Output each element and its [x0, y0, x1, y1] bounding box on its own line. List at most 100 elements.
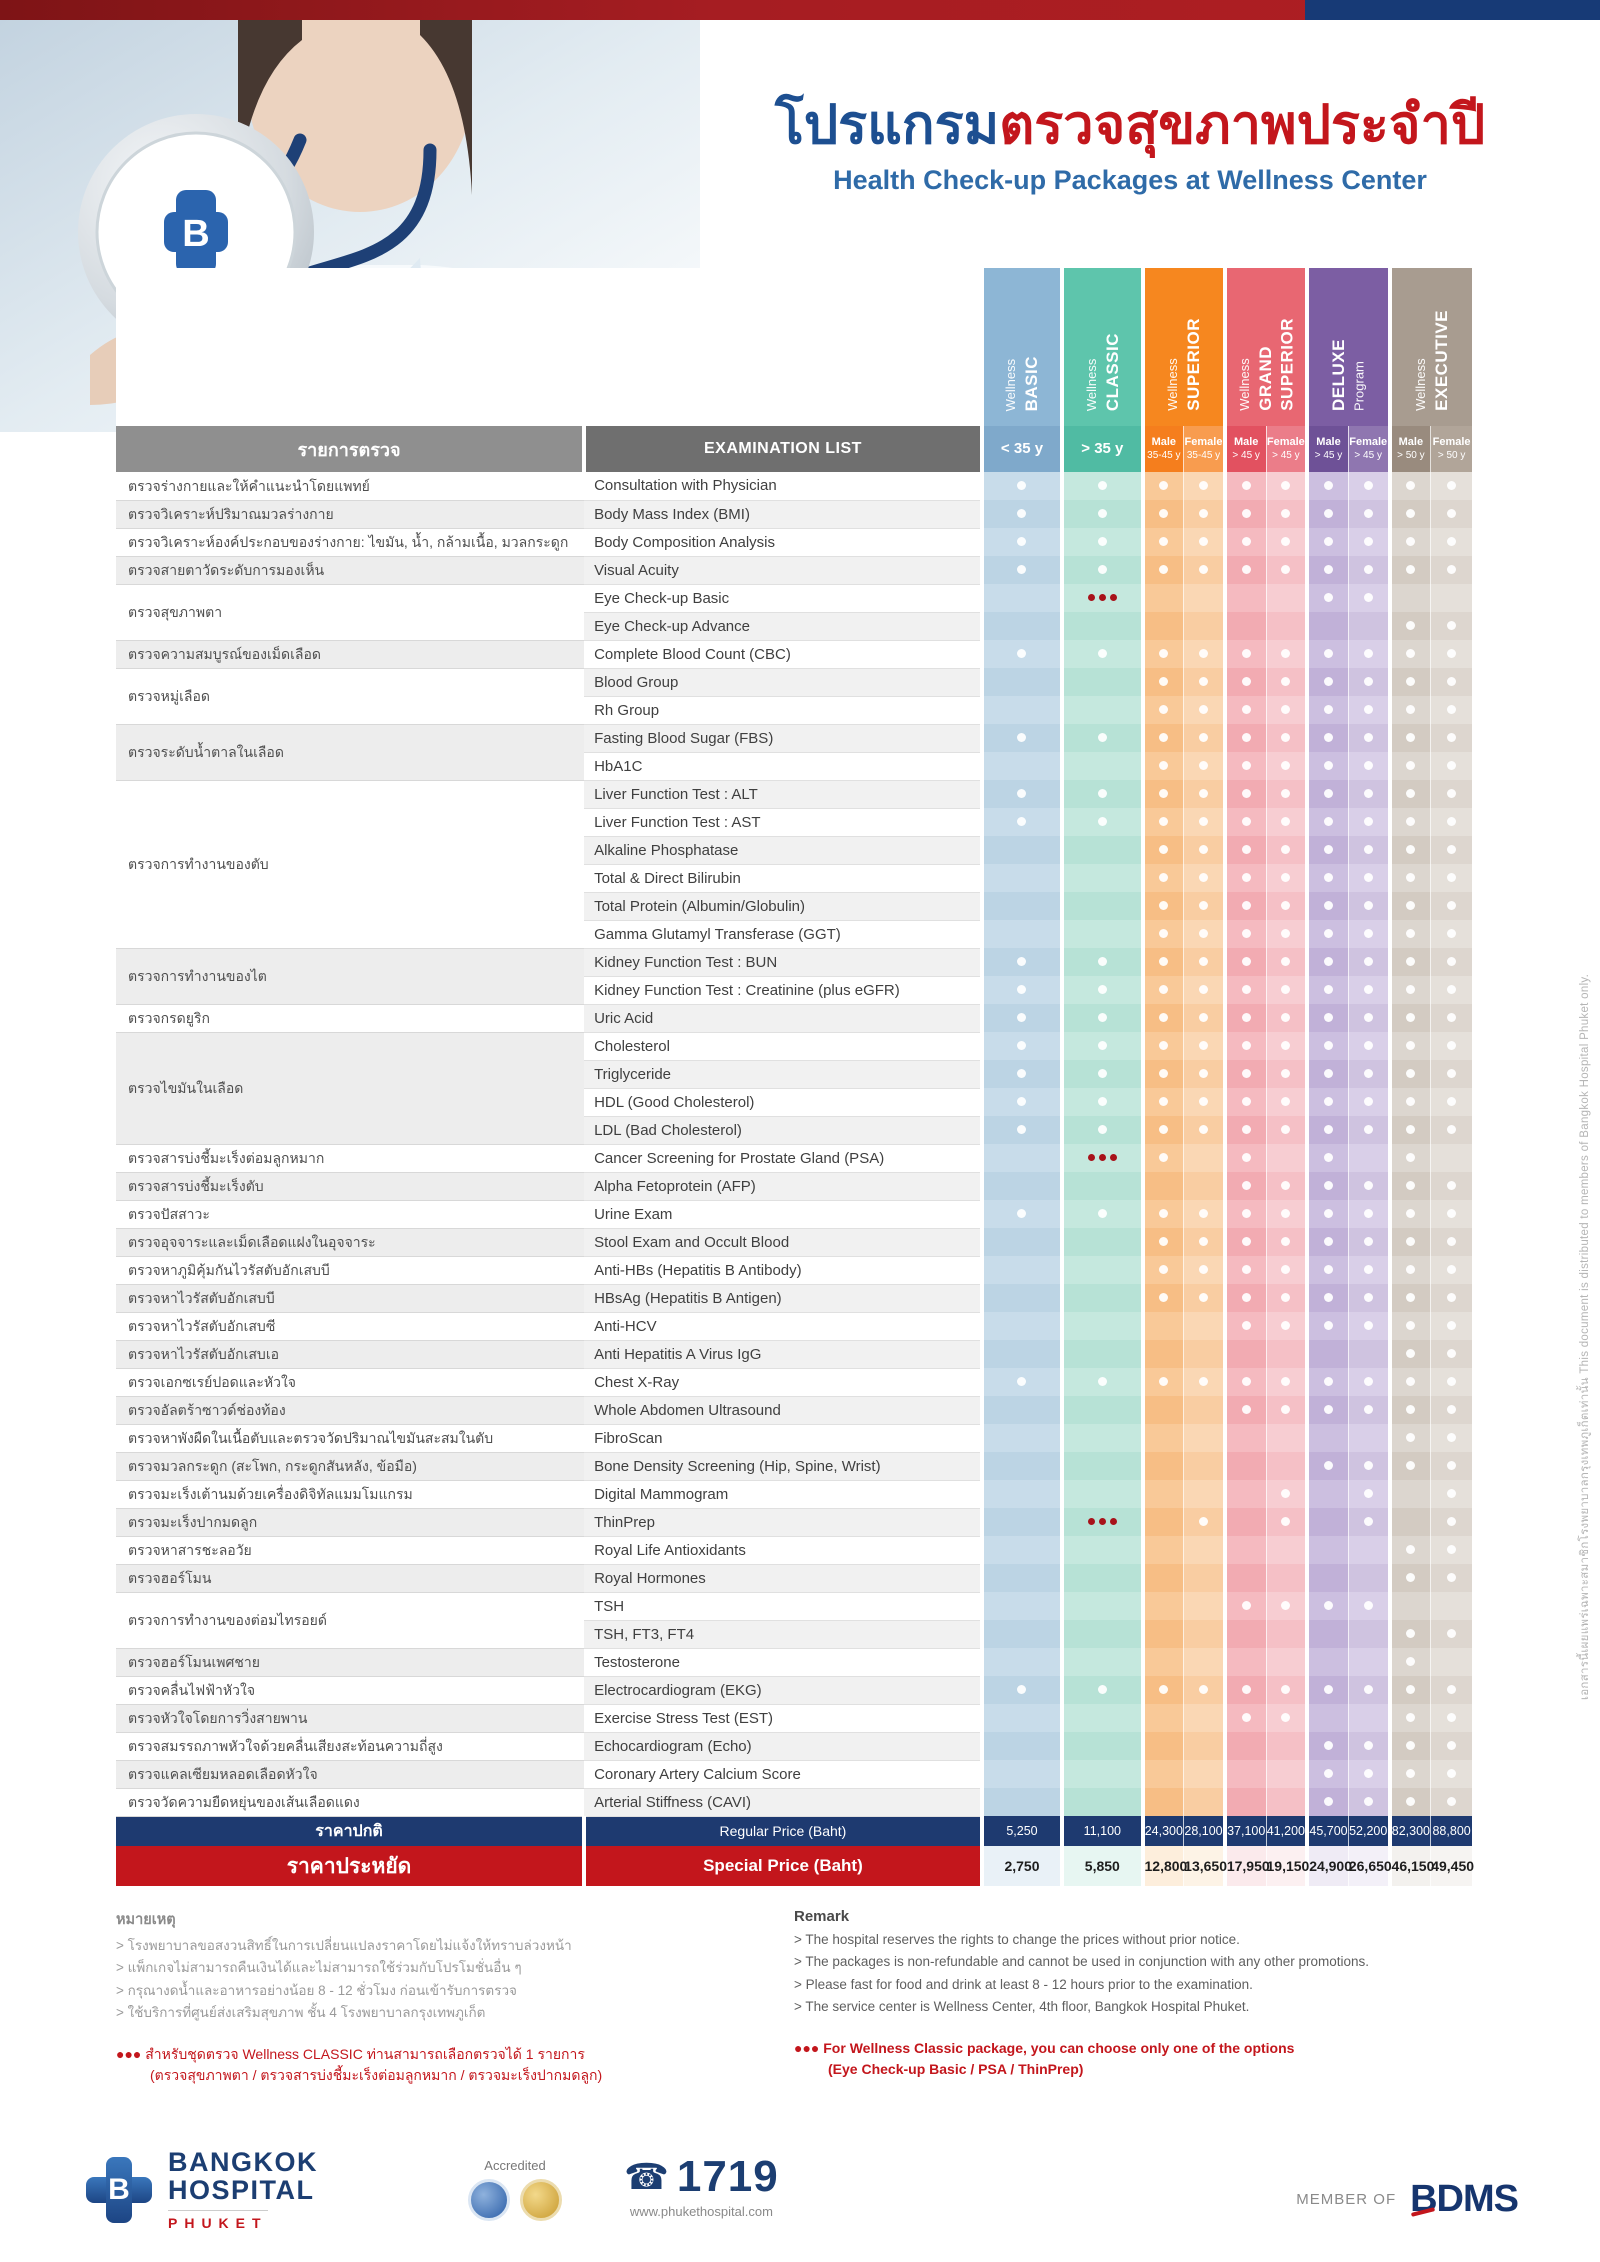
- cell-executive-male: [1387, 1368, 1431, 1396]
- included-dot-icon: [1281, 1181, 1291, 1190]
- cell-deluxe-female: [1347, 528, 1390, 556]
- included-dot-icon: [1324, 705, 1334, 714]
- included-dot-icon: [1363, 733, 1373, 742]
- cell-superior-male: [1140, 1732, 1184, 1760]
- included-dot-icon: [1241, 1685, 1251, 1694]
- classic-note-thai-line1: ●●● สำหรับชุดตรวจ Wellness CLASSIC ท่านส…: [116, 2046, 585, 2063]
- cell-superior-male: [1140, 500, 1184, 528]
- included-dot-icon: [1406, 1069, 1416, 1078]
- cell-grand-superior-male: [1222, 780, 1267, 808]
- cell-deluxe-male: [1305, 1116, 1349, 1144]
- included-dot-icon: [1324, 1601, 1334, 1610]
- cell-grand-superior-male: [1222, 1704, 1267, 1732]
- included-dot-icon: [1447, 873, 1457, 882]
- member-of-label: MEMBER OF: [1296, 2191, 1397, 2208]
- included-dot-icon: [1324, 1209, 1334, 1218]
- cell-basic: [979, 1760, 1063, 1788]
- cell-basic: [979, 752, 1063, 780]
- cell-superior-male: [1140, 1060, 1184, 1088]
- cell-executive-male: [1387, 472, 1431, 500]
- exam-name: Blood Group: [584, 668, 982, 697]
- included-dot-icon: [1406, 1405, 1416, 1414]
- cell-superior-male: [1140, 1536, 1184, 1564]
- included-dot-icon: [1199, 565, 1208, 574]
- cell-basic: [979, 1116, 1063, 1144]
- cell-grand-superior-female: [1265, 1592, 1308, 1620]
- included-dot-icon: [1159, 761, 1169, 770]
- regular-price-deluxe-male: 45,700: [1305, 1816, 1349, 1846]
- cell-deluxe-male: [1305, 1284, 1349, 1312]
- included-dot-icon: [1406, 1153, 1416, 1162]
- included-dot-icon: [1447, 1041, 1457, 1050]
- included-dot-icon: [1406, 481, 1416, 490]
- cell-grand-superior-female: [1265, 1116, 1308, 1144]
- included-dot-icon: [1017, 565, 1027, 574]
- cell-grand-superior-female: [1265, 1508, 1308, 1536]
- notes-title-english: Remark: [794, 1908, 850, 1925]
- exam-name: Bone Density Screening (Hip, Spine, Wris…: [584, 1452, 982, 1481]
- age-header-basic: < 35 y: [979, 426, 1063, 472]
- package-header-basic: Wellness BASIC: [979, 268, 1063, 426]
- included-dot-icon: [1406, 1713, 1416, 1722]
- cell-deluxe-female: [1347, 808, 1390, 836]
- note-line: > The service center is Wellness Center,…: [794, 1998, 1250, 2014]
- cell-superior-male: [1140, 1564, 1184, 1592]
- cell-classic: [1060, 864, 1143, 892]
- svg-text:B: B: [182, 213, 209, 255]
- cell-deluxe-male: [1305, 1256, 1349, 1284]
- exam-name: Eye Check-up Advance: [584, 612, 982, 641]
- cell-deluxe-female: [1347, 1144, 1390, 1172]
- included-dot-icon: [1406, 1461, 1416, 1470]
- cell-grand-superior-male: [1222, 1480, 1267, 1508]
- included-dot-icon: [1159, 1209, 1169, 1218]
- exam-group-label: ตรวจหาไวรัสตับอักเสบเอ: [116, 1340, 585, 1369]
- note-line: > แพ็กเกจไม่สามารถคืนเงินได้และไม่สามารถ…: [116, 1960, 522, 1976]
- age-header-superior-male: Male 35-45 y: [1140, 426, 1184, 472]
- cell-deluxe-female: [1347, 1452, 1390, 1480]
- included-dot-icon: [1097, 565, 1107, 574]
- included-dot-icon: [1159, 817, 1169, 826]
- cell-executive-female: [1430, 1004, 1472, 1032]
- hospital-name-line1: BANGKOK: [168, 2147, 318, 2177]
- included-dot-icon: [1406, 1685, 1416, 1694]
- exam-group-label: ตรวจหัวใจโดยการวิ่งสายพาน: [116, 1704, 585, 1733]
- cell-superior-female: [1183, 500, 1225, 528]
- age-header-deluxe-male: Male > 45 y: [1305, 426, 1349, 472]
- exam-group-label: ตรวจมวลกระดูก (สะโพก, กระดูกสันหลัง, ข้อ…: [116, 1452, 585, 1481]
- cell-deluxe-female: [1347, 1116, 1390, 1144]
- included-dot-icon: [1447, 789, 1457, 798]
- cell-superior-female: [1183, 1256, 1225, 1284]
- included-dot-icon: [1406, 1629, 1416, 1638]
- cell-grand-superior-female: [1265, 1200, 1308, 1228]
- included-dot-icon: [1097, 1377, 1107, 1386]
- included-dot-icon: [1406, 649, 1416, 658]
- cell-executive-female: [1430, 752, 1472, 780]
- exam-group-label: ตรวจวัดความยืดหยุ่นของเส้นเลือดแดง: [116, 1788, 585, 1817]
- cell-classic: [1060, 1144, 1143, 1172]
- cell-executive-female: [1430, 1480, 1472, 1508]
- exam-group-label: ตรวจหาพังผืดในเนื้อตับและตรวจวัดปริมาณไข…: [116, 1424, 585, 1453]
- included-dot-icon: [1097, 957, 1107, 966]
- exam-name: Liver Function Test : AST: [584, 808, 982, 837]
- included-dot-icon: [1324, 929, 1334, 938]
- cell-executive-female: [1430, 864, 1472, 892]
- exam-name: Alpha Fetoprotein (AFP): [584, 1172, 982, 1201]
- cell-superior-male: [1140, 1256, 1184, 1284]
- cell-superior-male: [1140, 1004, 1184, 1032]
- included-dot-icon: [1199, 1265, 1208, 1274]
- included-dot-icon: [1241, 845, 1251, 854]
- included-dot-icon: [1241, 705, 1251, 714]
- cell-superior-female: [1183, 1312, 1225, 1340]
- cell-deluxe-female: [1347, 892, 1390, 920]
- exam-group-label: ตรวจกรดยูริก: [116, 1004, 585, 1033]
- note-line: > โรงพยาบาลขอสงวนสิทธิ์ในการเปลี่ยนแปลงร…: [116, 1938, 572, 1953]
- choice-option-dot-icon: [1087, 1154, 1095, 1162]
- cell-basic: [979, 1284, 1063, 1312]
- cell-superior-male: [1140, 1032, 1184, 1060]
- cell-superior-female: [1183, 948, 1225, 976]
- choice-option-dot-icon: [1087, 594, 1095, 602]
- included-dot-icon: [1199, 901, 1208, 910]
- cell-grand-superior-male: [1222, 864, 1267, 892]
- cell-basic: [979, 920, 1063, 948]
